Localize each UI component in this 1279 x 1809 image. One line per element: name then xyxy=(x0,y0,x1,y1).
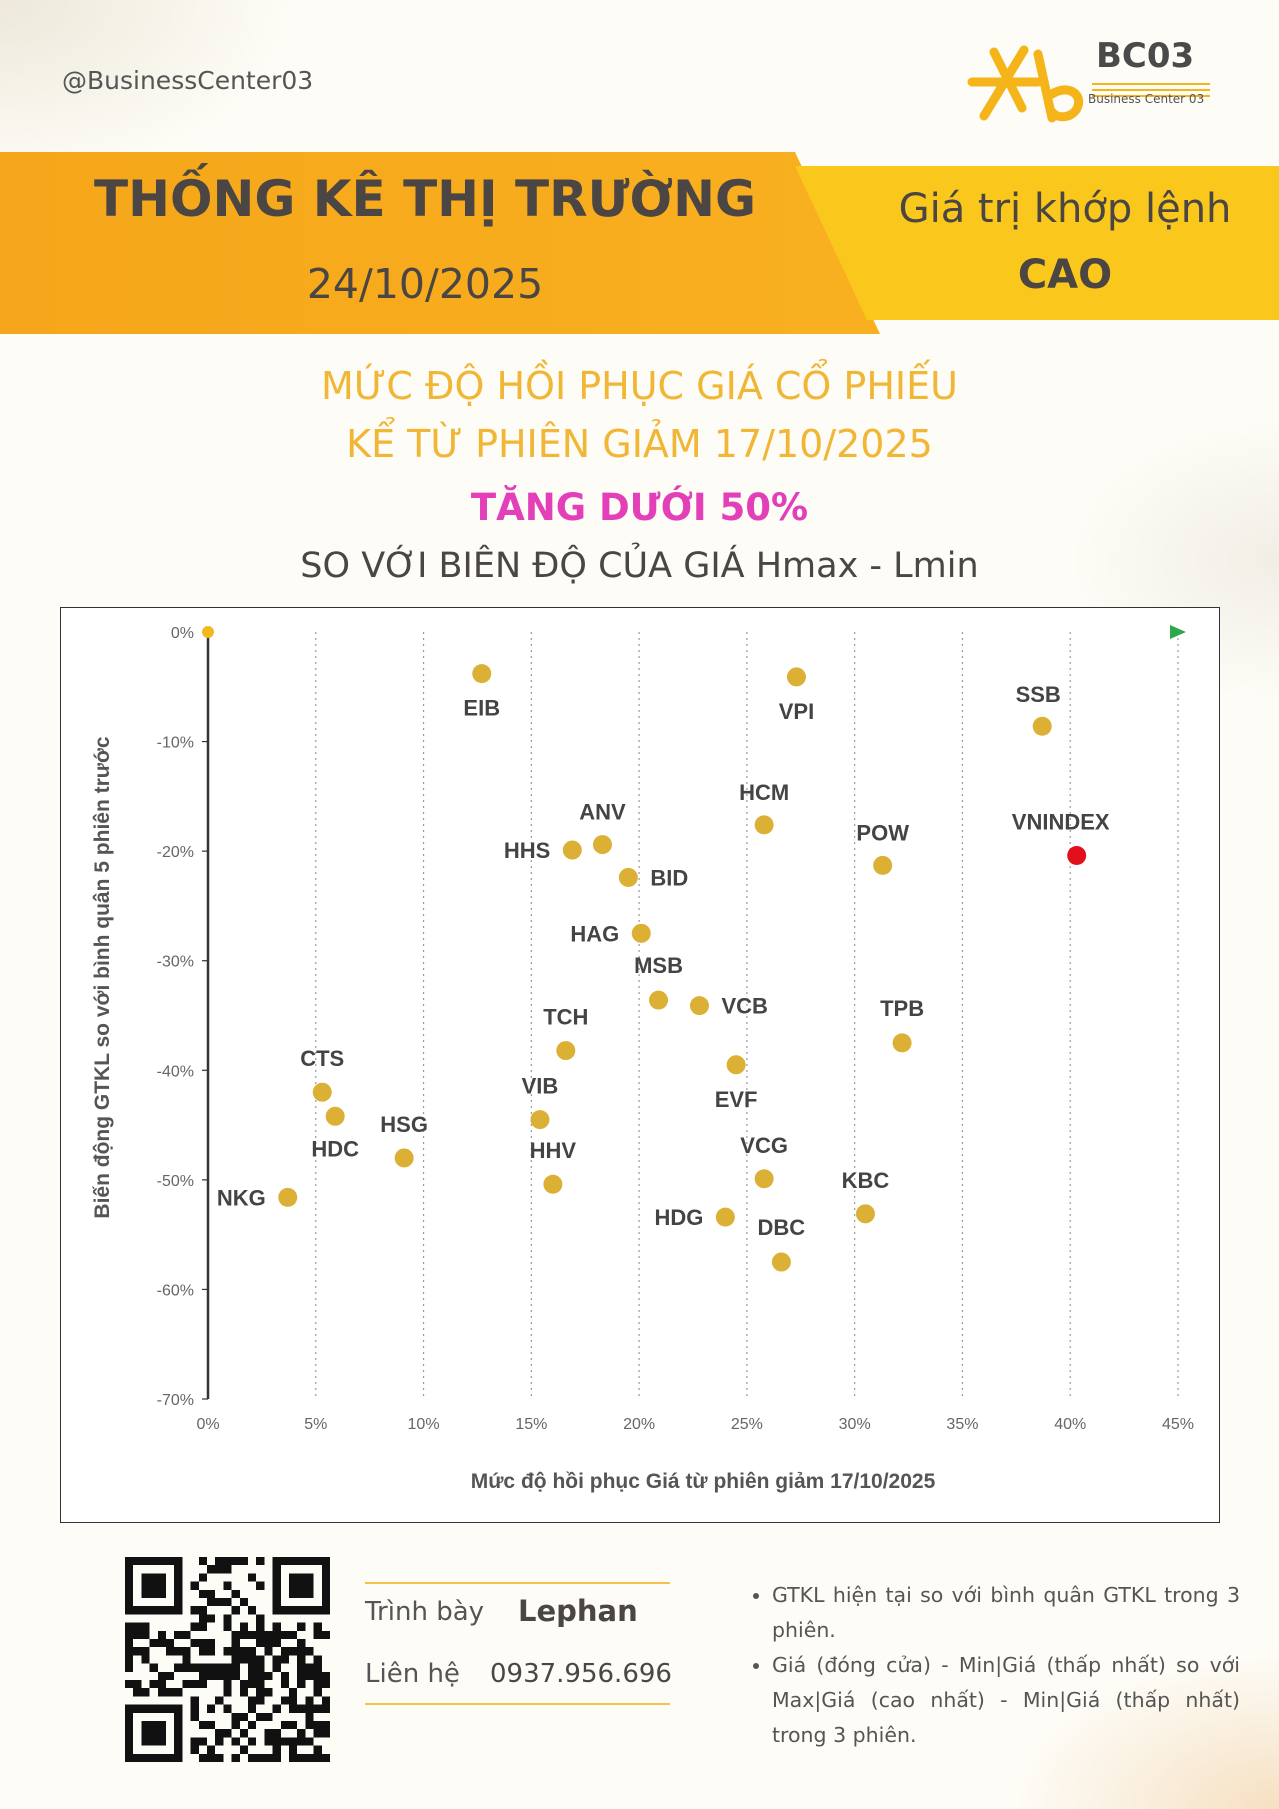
point-label: DBC xyxy=(758,1215,806,1240)
qr-code-icon xyxy=(125,1557,330,1762)
point-label: SSB xyxy=(1016,682,1061,707)
y-tick-label: -20% xyxy=(157,844,194,861)
logo-subtitle: Business Center 03 xyxy=(1088,92,1205,106)
data-point xyxy=(754,1169,774,1189)
data-point xyxy=(472,664,492,684)
subtitle-line-1: MỨC ĐỘ HỒI PHỤC GIÁ CỔ PHIẾU xyxy=(321,364,958,408)
point-label: MSB xyxy=(634,953,683,978)
point-label: HCM xyxy=(739,780,789,805)
y-tick-label: -50% xyxy=(157,1173,194,1190)
data-point xyxy=(726,1055,746,1075)
category-value: CAO xyxy=(1017,252,1113,298)
subtitle-line-4: SO VỚI BIÊN ĐỘ CỦA GIÁ Hmax - Lmin xyxy=(300,546,979,586)
scatter-chart: 0% 5% 10% 15% 20% 25% 30% 35% 40% 45% 0% -10% -20% -3… xyxy=(91,625,1194,1493)
data-point xyxy=(649,990,669,1010)
y-tick-label: -70% xyxy=(157,1392,194,1409)
point-label: HAG xyxy=(570,921,619,946)
data-point xyxy=(786,667,806,687)
header-band-left xyxy=(0,152,880,334)
note-item: Giá (đóng cửa) - Min|Giá (thấp nhất) so … xyxy=(772,1648,1240,1753)
y-axis-title: Biến động GTKL so với bình quân 5 phiên … xyxy=(91,736,114,1219)
x-tick-label: 30% xyxy=(839,1416,871,1433)
point-label: HHS xyxy=(504,838,550,863)
point-label: VCG xyxy=(740,1133,788,1158)
data-point xyxy=(892,1033,912,1053)
data-point xyxy=(715,1207,735,1227)
point-label: TCH xyxy=(543,1005,588,1030)
point-label: HHV xyxy=(530,1138,577,1163)
point-label: BID xyxy=(650,865,688,890)
chart-frame: 0% 5% 10% 15% 20% 25% 30% 35% 40% 45% 0% -10% -20% -3… xyxy=(60,607,1220,1523)
data-point xyxy=(873,855,893,875)
point-label: HDC xyxy=(311,1136,359,1161)
point-label: ANV xyxy=(579,800,626,825)
divider-bottom xyxy=(365,1703,670,1705)
social-handle: @BusinessCenter03 xyxy=(62,66,314,95)
point-label: VNINDEX xyxy=(1012,810,1110,835)
presenter-label: Trình bày xyxy=(365,1597,485,1627)
x-tick-label: 20% xyxy=(623,1416,655,1433)
point-label: HSG xyxy=(380,1112,428,1137)
note-item: GTKL hiện tại so với bình quân GTKL tron… xyxy=(772,1578,1240,1648)
data-point xyxy=(394,1148,414,1168)
report-date: 24/10/2025 xyxy=(306,260,544,308)
header-band-right xyxy=(795,166,1279,320)
data-point xyxy=(278,1187,298,1207)
data-point xyxy=(312,1082,332,1102)
x-axis-title: Mức độ hồi phục Giá từ phiên giảm 17/10/… xyxy=(471,1470,936,1493)
data-point xyxy=(754,815,774,835)
data-point xyxy=(592,835,612,855)
contact-label: Liên hệ xyxy=(365,1659,460,1689)
x-tick-label: 15% xyxy=(515,1416,547,1433)
x-tick-label: 5% xyxy=(304,1416,327,1433)
y-tick-label: 0% xyxy=(171,625,194,642)
data-point xyxy=(618,867,638,887)
data-point xyxy=(562,840,582,860)
data-point xyxy=(1032,716,1052,736)
y-tick-label: -10% xyxy=(157,735,194,752)
y-tick-label: -60% xyxy=(157,1282,194,1299)
point-label: NKG xyxy=(217,1185,266,1210)
category-label: Giá trị khớp lệnh xyxy=(898,186,1232,232)
x-tick-label: 35% xyxy=(946,1416,978,1433)
point-label: HDG xyxy=(654,1205,703,1230)
point-label: EIB xyxy=(463,696,500,721)
x-tick-label: 10% xyxy=(408,1416,440,1433)
point-label: POW xyxy=(856,820,909,845)
y-tick-label: -40% xyxy=(157,1063,194,1080)
point-label: VPI xyxy=(779,699,814,724)
logo-name: BC03 xyxy=(1096,36,1195,76)
divider-top xyxy=(365,1582,670,1584)
x-tick-label: 40% xyxy=(1054,1416,1086,1433)
point-label: TPB xyxy=(880,996,924,1021)
presenter-name: Lephan xyxy=(518,1594,638,1628)
data-point xyxy=(631,923,651,943)
notes-list: GTKL hiện tại so với bình quân GTKL tron… xyxy=(750,1578,1240,1753)
point-label: EVF xyxy=(715,1087,758,1112)
data-point xyxy=(556,1041,576,1061)
data-point xyxy=(855,1204,875,1224)
data-point xyxy=(689,996,709,1016)
data-point xyxy=(543,1174,563,1194)
subtitle-highlight: TĂNG DƯỚI 50% xyxy=(470,486,809,529)
point-label: KBC xyxy=(842,1168,890,1193)
y-tick-label: -30% xyxy=(157,954,194,971)
point-label: CTS xyxy=(300,1046,344,1071)
origin-dot xyxy=(202,626,214,638)
x-tick-label: 0% xyxy=(196,1416,219,1433)
contact-phone: 0937.956.696 xyxy=(490,1659,672,1689)
point-label: VCB xyxy=(721,994,767,1019)
subtitle-line-2: KỂ TỪ PHIÊN GIẢM 17/10/2025 xyxy=(346,422,933,466)
data-point xyxy=(771,1252,791,1272)
x-tick-label: 25% xyxy=(731,1416,763,1433)
data-point xyxy=(530,1110,550,1130)
arrow-head-icon xyxy=(1170,625,1186,639)
data-point xyxy=(325,1106,345,1126)
page-title: THỐNG KÊ THỊ TRƯỜNG xyxy=(94,170,756,228)
kb-logo-icon xyxy=(967,45,1210,123)
x-tick-label: 45% xyxy=(1162,1416,1194,1433)
point-label: VIB xyxy=(522,1074,559,1099)
data-point xyxy=(1067,846,1087,866)
